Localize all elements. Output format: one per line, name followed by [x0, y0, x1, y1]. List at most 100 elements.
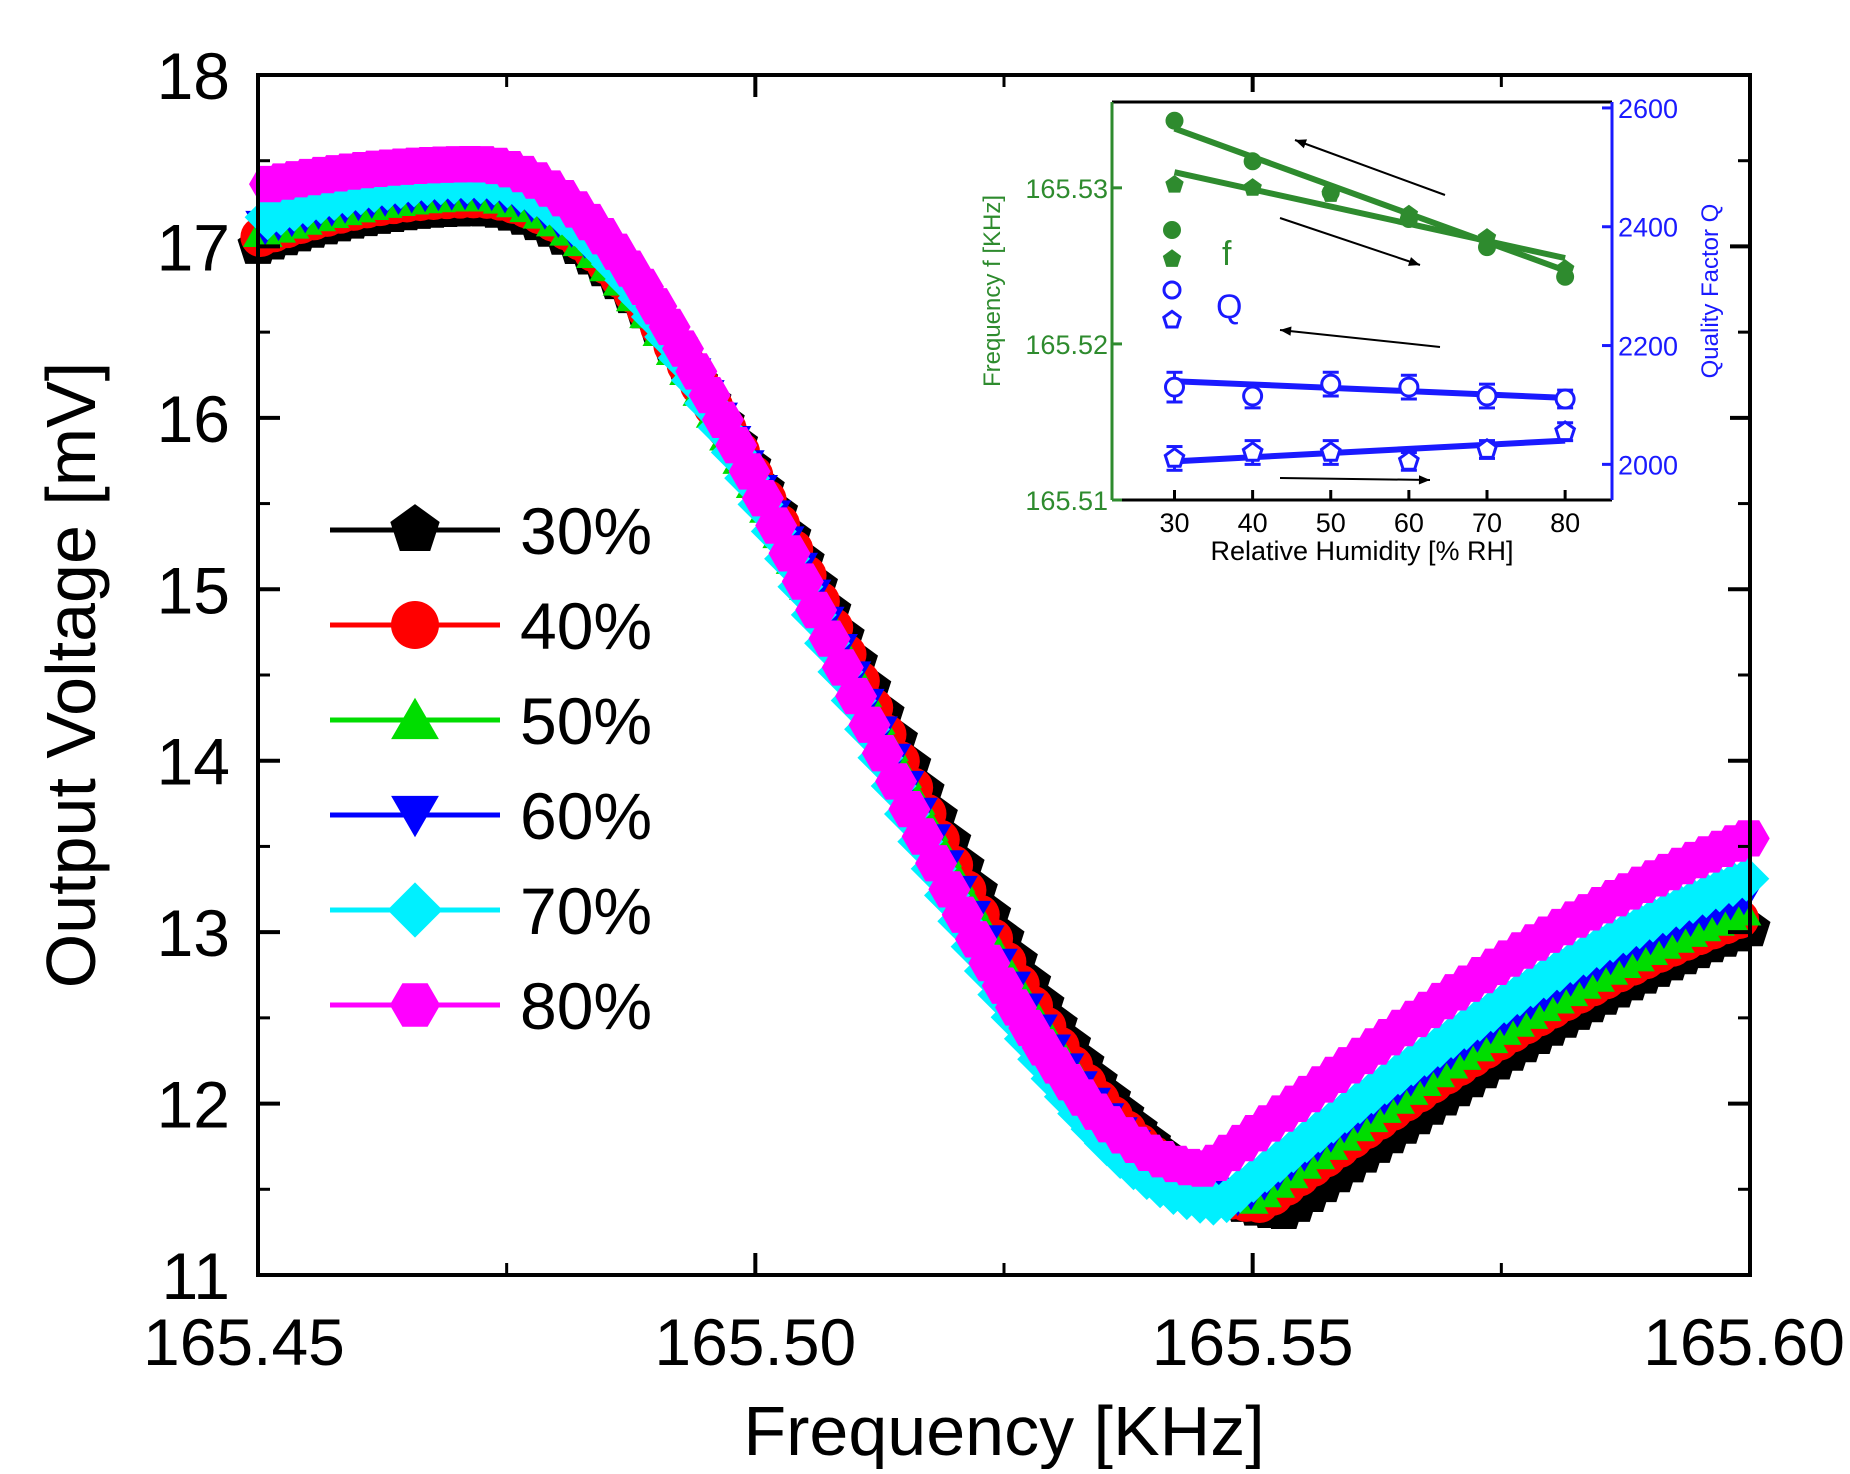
legend-marker [391, 795, 439, 838]
y-tick-label: 18 [157, 39, 230, 113]
legend-item-50%: 50% [330, 684, 652, 758]
inset-data-point [1243, 178, 1262, 196]
legend-item-70%: 70% [330, 874, 652, 948]
main-axis-labels: Frequency [KHz] Output Voltage [mV] [32, 362, 1265, 1470]
inset-data-point [1554, 420, 1577, 442]
inset-data-point [1242, 385, 1264, 407]
inset-chart: 30 40 50 60 70 80 165.51 165.52 165.53 2000 2200 24… [979, 92, 1730, 572]
inset-data-point [1241, 440, 1264, 462]
fit-line [1173, 169, 1566, 262]
inset-data-point [1554, 388, 1576, 410]
inset-right-tick-label: 2600 [1618, 94, 1678, 124]
inset-data-point [1164, 376, 1185, 398]
y-tick-label: 16 [157, 382, 230, 456]
inset-x-tick-label: 70 [1472, 508, 1502, 538]
x-tick-label: 165.45 [143, 1305, 345, 1379]
y-tick-label: 15 [157, 553, 230, 627]
inset-left-tick-label: 165.53 [1025, 174, 1108, 204]
inset-data-point [1399, 204, 1419, 223]
inset-legend: fQ [1162, 221, 1242, 329]
y-tick-label: 11 [161, 1239, 230, 1313]
inset-background [985, 92, 1730, 572]
arrow-head [1280, 326, 1292, 336]
inset-right-axis-label: Quality Factor Q [1697, 204, 1724, 379]
inset-legend-marker [1162, 249, 1182, 267]
legend-item-30%: 30% [330, 494, 652, 568]
inset-x-tick-label: 80 [1550, 508, 1580, 538]
arrow-head [1408, 257, 1420, 266]
arrow-line [1279, 329, 1441, 348]
inset-right-tick-label: 2000 [1618, 450, 1678, 480]
inset-legend-marker [1162, 280, 1182, 300]
inset-data-point [1477, 228, 1497, 246]
inset-data-point [1163, 446, 1186, 468]
data-point [795, 591, 838, 629]
inset-data-point [1476, 385, 1498, 407]
data-point [755, 507, 798, 544]
inset-data-point [1243, 152, 1262, 171]
inset-left-tick-label: 165.52 [1025, 330, 1108, 360]
x-tick-label: 165.50 [654, 1305, 856, 1379]
inset-right-tick-label: 2400 [1618, 213, 1678, 243]
data-point [808, 620, 851, 657]
data-point [821, 649, 864, 686]
y-tick-label: 12 [157, 1068, 230, 1142]
legend-label: 40% [520, 589, 652, 663]
arrow-line [1294, 139, 1446, 196]
inset-data-point [1165, 111, 1184, 130]
data-point [861, 735, 904, 772]
inset-data-point [1555, 259, 1575, 277]
inset-x-tick-label: 40 [1238, 508, 1268, 538]
legend-label: 50% [520, 684, 652, 758]
fit-line [1174, 378, 1566, 401]
inset-x-axis-label: Relative Humidity [% RH] [1210, 536, 1513, 566]
data-point [1723, 855, 1770, 902]
legend-item-60%: 60% [330, 779, 652, 853]
inset-series-f-pentagon [1165, 175, 1575, 277]
fit-line [1173, 125, 1567, 274]
inset-data-point [1319, 440, 1342, 462]
legend-marker [390, 504, 440, 551]
inset-left-tick-label: 165.51 [1025, 486, 1108, 516]
data-point [888, 791, 931, 828]
inset-legend-label: f [1222, 235, 1232, 273]
inset-data-point [1165, 175, 1184, 193]
data-point [781, 563, 824, 600]
arrow-line [1279, 477, 1431, 481]
data-point [848, 706, 891, 743]
data-point [875, 763, 918, 800]
legend-label: 30% [520, 494, 652, 568]
series-80% [249, 146, 1770, 1187]
inset-left-axis-label: Frequency f [KHz] [979, 195, 1006, 387]
arrow-line [1279, 217, 1421, 266]
inset-x-tick-label: 60 [1394, 508, 1424, 538]
legend-marker [389, 983, 441, 1027]
data-point [768, 535, 811, 572]
inset-data-point [1476, 437, 1498, 459]
legend-label: 80% [520, 969, 652, 1043]
data-point [741, 480, 784, 517]
main-data-layer [237, 146, 1771, 1229]
inset-right-tick-label: 2200 [1618, 332, 1678, 362]
legend-label: 70% [520, 874, 652, 948]
inset-plot-frame: 30 40 50 60 70 80 165.51 165.52 165.53 2000 2200 24… [1025, 94, 1678, 538]
inset-data-point [1321, 184, 1340, 202]
fit-line [1174, 437, 1566, 465]
inset-data-layer [1163, 111, 1577, 485]
y-tick-label: 13 [157, 896, 230, 970]
legend: 30% 40% 50% 60% 70% 80% [330, 494, 652, 1043]
legend-marker [387, 882, 443, 938]
legend-marker [391, 601, 439, 649]
arrow-head [1418, 475, 1430, 485]
inset-data-point [1397, 449, 1420, 471]
x-tick-label: 165.55 [1152, 1305, 1354, 1379]
inset-x-tick-label: 30 [1159, 508, 1189, 538]
x-axis-label: Frequency [KHz] [743, 1392, 1264, 1469]
y-tick-label: 17 [157, 210, 230, 284]
inset-data-point [1320, 373, 1342, 395]
inset-series-Q-circle [1164, 370, 1576, 410]
data-point [835, 677, 878, 715]
inset-data-point [1398, 376, 1420, 398]
